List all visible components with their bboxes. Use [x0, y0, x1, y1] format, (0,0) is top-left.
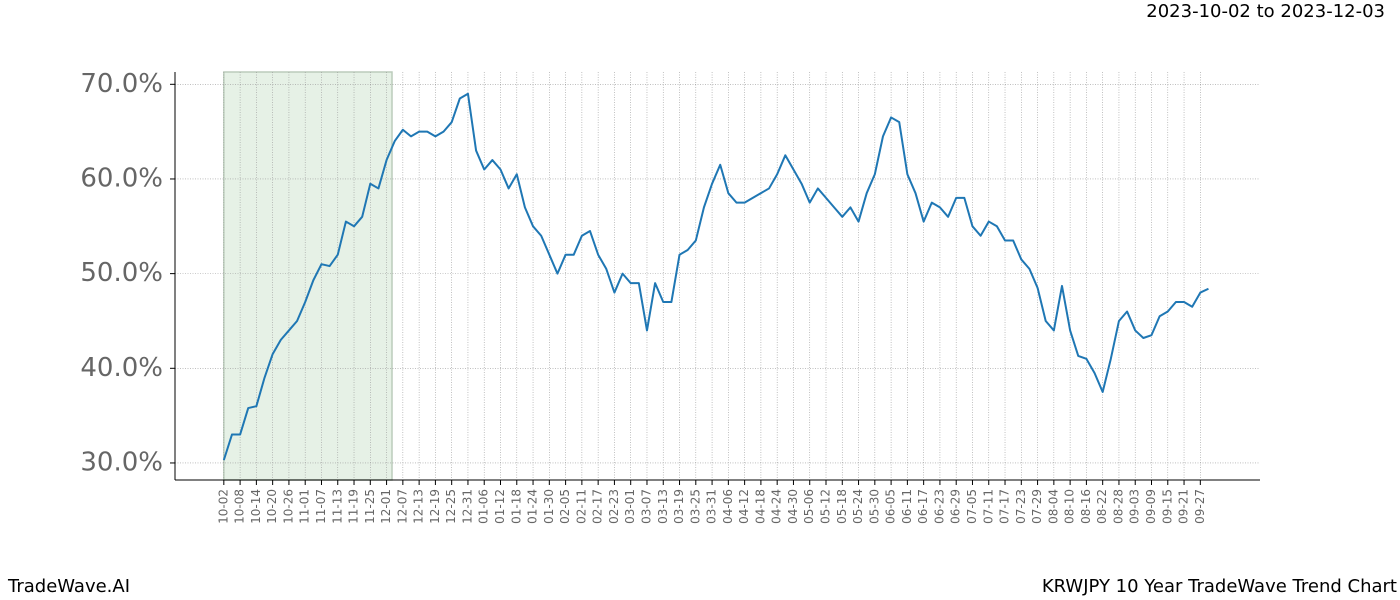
x-tick-label: 06-11 [900, 489, 914, 524]
x-tick-label: 11-07 [314, 489, 328, 524]
x-tick-label: 12-25 [444, 489, 458, 524]
x-tick-label: 03-13 [656, 489, 670, 524]
x-tick-label: 11-13 [330, 489, 344, 524]
x-tick-label: 05-06 [802, 489, 816, 524]
x-tick-label: 10-02 [216, 489, 230, 524]
x-tick-label: 07-05 [965, 489, 979, 524]
highlight-region [223, 71, 393, 481]
x-tick-label: 07-11 [981, 489, 995, 524]
x-tick-label: 07-29 [1030, 489, 1044, 524]
x-tick-label: 12-19 [428, 489, 442, 524]
data-line [222, 92, 1209, 461]
x-tick-label: 01-12 [493, 489, 507, 524]
x-tick-label: 10-08 [233, 489, 247, 524]
y-tick-label: 50.0% [80, 258, 163, 288]
x-tick-label: 08-28 [1111, 489, 1125, 524]
y-tick-label: 70.0% [80, 69, 163, 99]
x-tick-label: 03-01 [623, 489, 637, 524]
x-tick-label: 09-21 [1177, 489, 1191, 524]
x-tick-label: 12-31 [460, 489, 474, 524]
x-tick-label: 08-22 [1095, 489, 1109, 524]
brand: TradeWave.AI [7, 576, 130, 597]
x-tick-label: 05-30 [867, 489, 881, 524]
y-tick-label: 60.0% [80, 163, 163, 193]
x-tick-label: 07-23 [1014, 489, 1028, 524]
x-tick-label: 06-05 [884, 489, 898, 524]
x-tick-label: 08-04 [1046, 489, 1060, 524]
x-tick-label: 06-29 [949, 489, 963, 524]
x-tick-label: 08-10 [1063, 489, 1077, 524]
x-tick-label: 12-01 [379, 489, 393, 524]
x-tick-label: 01-24 [526, 489, 540, 524]
x-tick-label: 12-13 [412, 489, 426, 524]
x-tick-label: 06-23 [932, 489, 946, 524]
x-tick-label: 09-09 [1144, 489, 1158, 524]
x-tick-label: 05-18 [835, 489, 849, 524]
x-tick-label: 11-19 [347, 489, 361, 524]
x-tick-label: 04-18 [753, 489, 767, 524]
x-tick-label: 10-26 [281, 489, 295, 524]
x-tick-label: 03-07 [639, 489, 653, 524]
x-tick-label: 04-12 [737, 489, 751, 524]
x-tick-label: 02-17 [591, 489, 605, 524]
x-tick-label: 07-17 [998, 489, 1012, 524]
x-tick-label: 11-25 [363, 489, 377, 524]
x-tick-label: 12-07 [395, 489, 409, 524]
x-tick-label: 08-16 [1079, 489, 1093, 524]
x-tick-label: 02-11 [574, 489, 588, 524]
x-tick-label: 10-20 [265, 489, 279, 524]
x-tick-label: 11-01 [298, 489, 312, 524]
x-tick-label: 09-15 [1160, 489, 1174, 524]
x-tick-label: 04-06 [721, 489, 735, 524]
x-tick-label: 01-06 [477, 489, 491, 524]
x-tick-label: 01-30 [542, 489, 556, 524]
x-tick-label: 04-24 [770, 489, 784, 524]
chart-title: KRWJPY 10 Year TradeWave Trend Chart [1042, 576, 1397, 597]
x-tick-label: 05-12 [819, 489, 833, 524]
x-tick-label: 03-31 [705, 489, 719, 524]
x-tick-label: 03-19 [672, 489, 686, 524]
x-tick-label: 10-14 [249, 489, 263, 524]
chart-subtitle: 2023-10-02 to 2023-12-03 [1146, 1, 1385, 22]
x-tick-label: 02-05 [558, 489, 572, 524]
y-tick-label: 40.0% [80, 353, 163, 383]
x-tick-label: 09-27 [1193, 489, 1207, 524]
x-tick-label: 02-23 [607, 489, 621, 524]
x-tick-label: 01-18 [509, 489, 523, 524]
x-tick-label: 09-03 [1128, 489, 1142, 524]
x-tick-label: 05-24 [851, 489, 865, 524]
x-tick-label: 03-25 [688, 489, 702, 524]
y-tick-label: 30.0% [80, 447, 163, 477]
x-tick-label: 04-30 [786, 489, 800, 524]
x-tick-label: 06-17 [916, 489, 930, 524]
